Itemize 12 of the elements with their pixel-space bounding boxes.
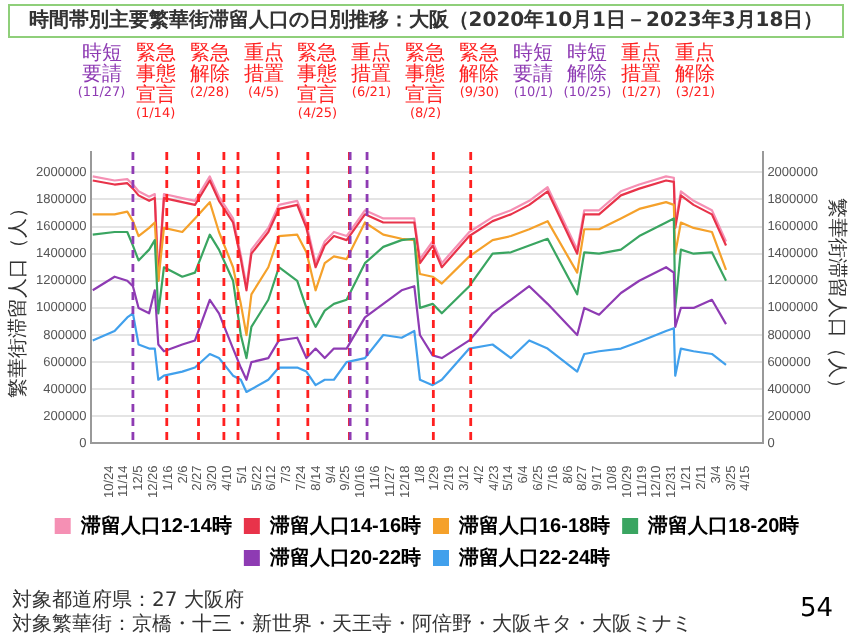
- legend-label: 滞留人口22-24時: [457, 545, 611, 570]
- chart-title: 時間帯別主要繁華街滞留人口の日別推移：大阪（2020年10月1日－2023年3月18日）: [8, 4, 844, 38]
- legend-label: 滞留人口18-20時: [646, 513, 800, 538]
- legend-label: 滞留人口14-16時: [267, 513, 421, 538]
- text: 対象繁華街：京橋・十三・新世界・天王寺・阿倍野・大阪キタ・大阪ミナミ: [12, 614, 692, 636]
- y-axis-title: 繁華街滞留人口（人）: [5, 197, 30, 398]
- text: 54: [800, 594, 834, 624]
- legend-label: 滞留人口20-22時: [267, 545, 421, 570]
- legend-label: 滞留人口16-18時: [457, 513, 611, 538]
- text: 対象都道府県：27 大阪府: [12, 590, 244, 612]
- legend-label: 滞留人口12-14時: [78, 513, 232, 538]
- y2-axis-title: 繁華街滞留人口（人）: [824, 197, 849, 398]
